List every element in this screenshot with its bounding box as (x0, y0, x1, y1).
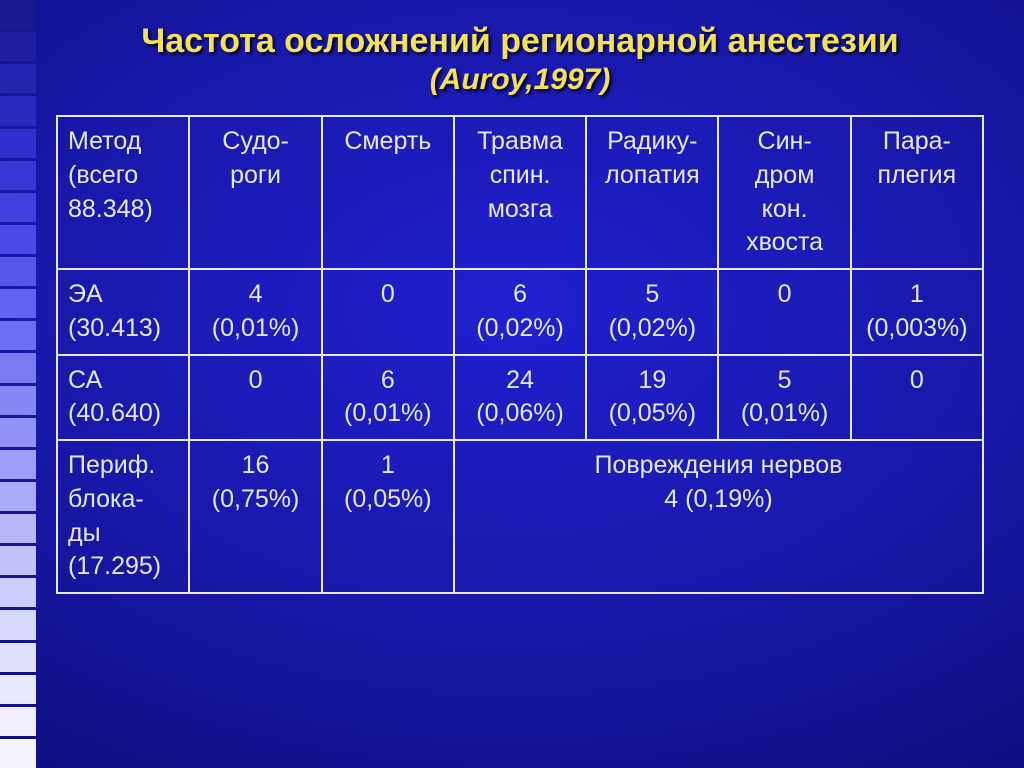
complications-table: Метод(всего 88.348)Судо-рогиСмертьТравма… (56, 115, 984, 594)
header-cell: Судо-роги (189, 116, 321, 269)
method-cell: Периф.блока-ды(17.295) (57, 440, 189, 593)
sidebar-square (0, 129, 36, 158)
sidebar-square (0, 546, 36, 575)
sidebar-square (0, 321, 36, 350)
sidebar-square (0, 578, 36, 607)
sidebar-square (0, 289, 36, 318)
sidebar-square (0, 225, 36, 254)
sidebar-square (0, 96, 36, 125)
sidebar-square (0, 707, 36, 736)
sidebar-square (0, 353, 36, 382)
slide-subtitle: (Auroy,1997) (56, 63, 984, 97)
sidebar-square (0, 643, 36, 672)
header-row: Метод(всего 88.348)Судо-рогиСмертьТравма… (57, 116, 983, 269)
data-cell: 0 (718, 269, 850, 355)
sidebar-square (0, 386, 36, 415)
header-cell: Син-дромкон.хвоста (718, 116, 850, 269)
sidebar-square (0, 739, 36, 768)
decorative-sidebar (0, 0, 36, 768)
table-row: СА(40.640)06(0,01%)24(0,06%)19(0,05%)5(0… (57, 355, 983, 441)
title-block: Частота осложнений регионарной анестезии… (56, 0, 1024, 115)
data-cell: 0 (322, 269, 454, 355)
sidebar-square (0, 450, 36, 479)
data-cell: 0 (189, 355, 321, 441)
sidebar-square (0, 0, 36, 29)
table-body: ЭА(30.413)4(0,01%)06(0,02%)5(0,02%)01(0,… (57, 269, 983, 593)
data-cell: 19(0,05%) (586, 355, 718, 441)
sidebar-square (0, 257, 36, 286)
data-cell: 4(0,01%) (189, 269, 321, 355)
data-table-container: Метод(всего 88.348)Судо-рогиСмертьТравма… (56, 115, 984, 594)
data-cell: 16(0,75%) (189, 440, 321, 593)
method-cell: СА(40.640) (57, 355, 189, 441)
header-method: Метод(всего 88.348) (57, 116, 189, 269)
header-cell: Смерть (322, 116, 454, 269)
table-header: Метод(всего 88.348)Судо-рогиСмертьТравма… (57, 116, 983, 269)
sidebar-square (0, 675, 36, 704)
data-cell: 1(0,003%) (851, 269, 983, 355)
table-row: Периф.блока-ды(17.295)16(0,75%)1(0,05%)П… (57, 440, 983, 593)
table-row: ЭА(30.413)4(0,01%)06(0,02%)5(0,02%)01(0,… (57, 269, 983, 355)
sidebar-square (0, 418, 36, 447)
slide: Частота осложнений регионарной анестезии… (0, 0, 1024, 768)
sidebar-square (0, 161, 36, 190)
header-cell: Пара-плегия (851, 116, 983, 269)
sidebar-square (0, 610, 36, 639)
method-cell: ЭА(30.413) (57, 269, 189, 355)
header-cell: Радику-лопатия (586, 116, 718, 269)
slide-title: Частота осложнений регионарной анестезии (56, 22, 984, 61)
data-cell: 5(0,01%) (718, 355, 850, 441)
data-cell: 0 (851, 355, 983, 441)
data-cell: 24(0,06%) (454, 355, 586, 441)
sidebar-square (0, 193, 36, 222)
data-cell: 1(0,05%) (322, 440, 454, 593)
data-cell: 5(0,02%) (586, 269, 718, 355)
sidebar-square (0, 482, 36, 511)
header-cell: Травмаспин.мозга (454, 116, 586, 269)
data-cell: 6(0,01%) (322, 355, 454, 441)
sidebar-square (0, 64, 36, 93)
merged-data-cell: Повреждения нервов4 (0,19%) (454, 440, 983, 593)
sidebar-square (0, 32, 36, 61)
data-cell: 6(0,02%) (454, 269, 586, 355)
sidebar-square (0, 514, 36, 543)
